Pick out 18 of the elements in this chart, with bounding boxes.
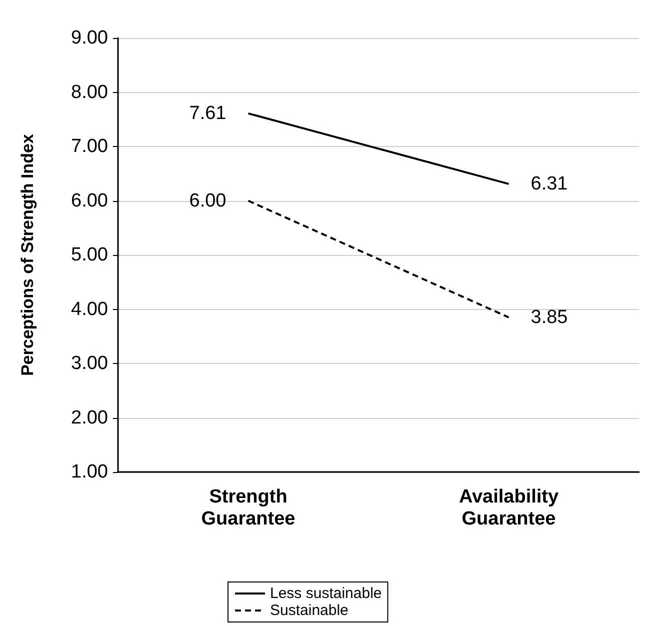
y-tick-label: 8.00 — [71, 82, 108, 103]
y-tick-label: 4.00 — [71, 298, 108, 320]
data-label: 7.61 — [189, 102, 226, 124]
data-label: 6.31 — [530, 173, 568, 194]
legend-label: Sustainable — [270, 602, 348, 619]
y-tick-label: 5.00 — [71, 244, 108, 266]
y-tick-label: 1.00 — [71, 462, 108, 482]
y-axis-title: Perceptions of Strength Index — [18, 134, 37, 376]
x-tick-label: Strength Guarantee — [201, 486, 296, 530]
y-tick-label: 9.00 — [71, 28, 108, 48]
y-tick-label: 3.00 — [71, 353, 108, 374]
data-label: 3.85 — [530, 306, 568, 328]
legend-label: Less sustainable — [270, 585, 382, 602]
y-tick-label: 2.00 — [71, 407, 108, 428]
x-tick-label: Availability Guarantee — [458, 486, 559, 530]
y-tick-label: 6.00 — [71, 190, 108, 212]
data-label: 6.00 — [189, 190, 226, 212]
y-tick-label: 7.00 — [71, 136, 108, 157]
